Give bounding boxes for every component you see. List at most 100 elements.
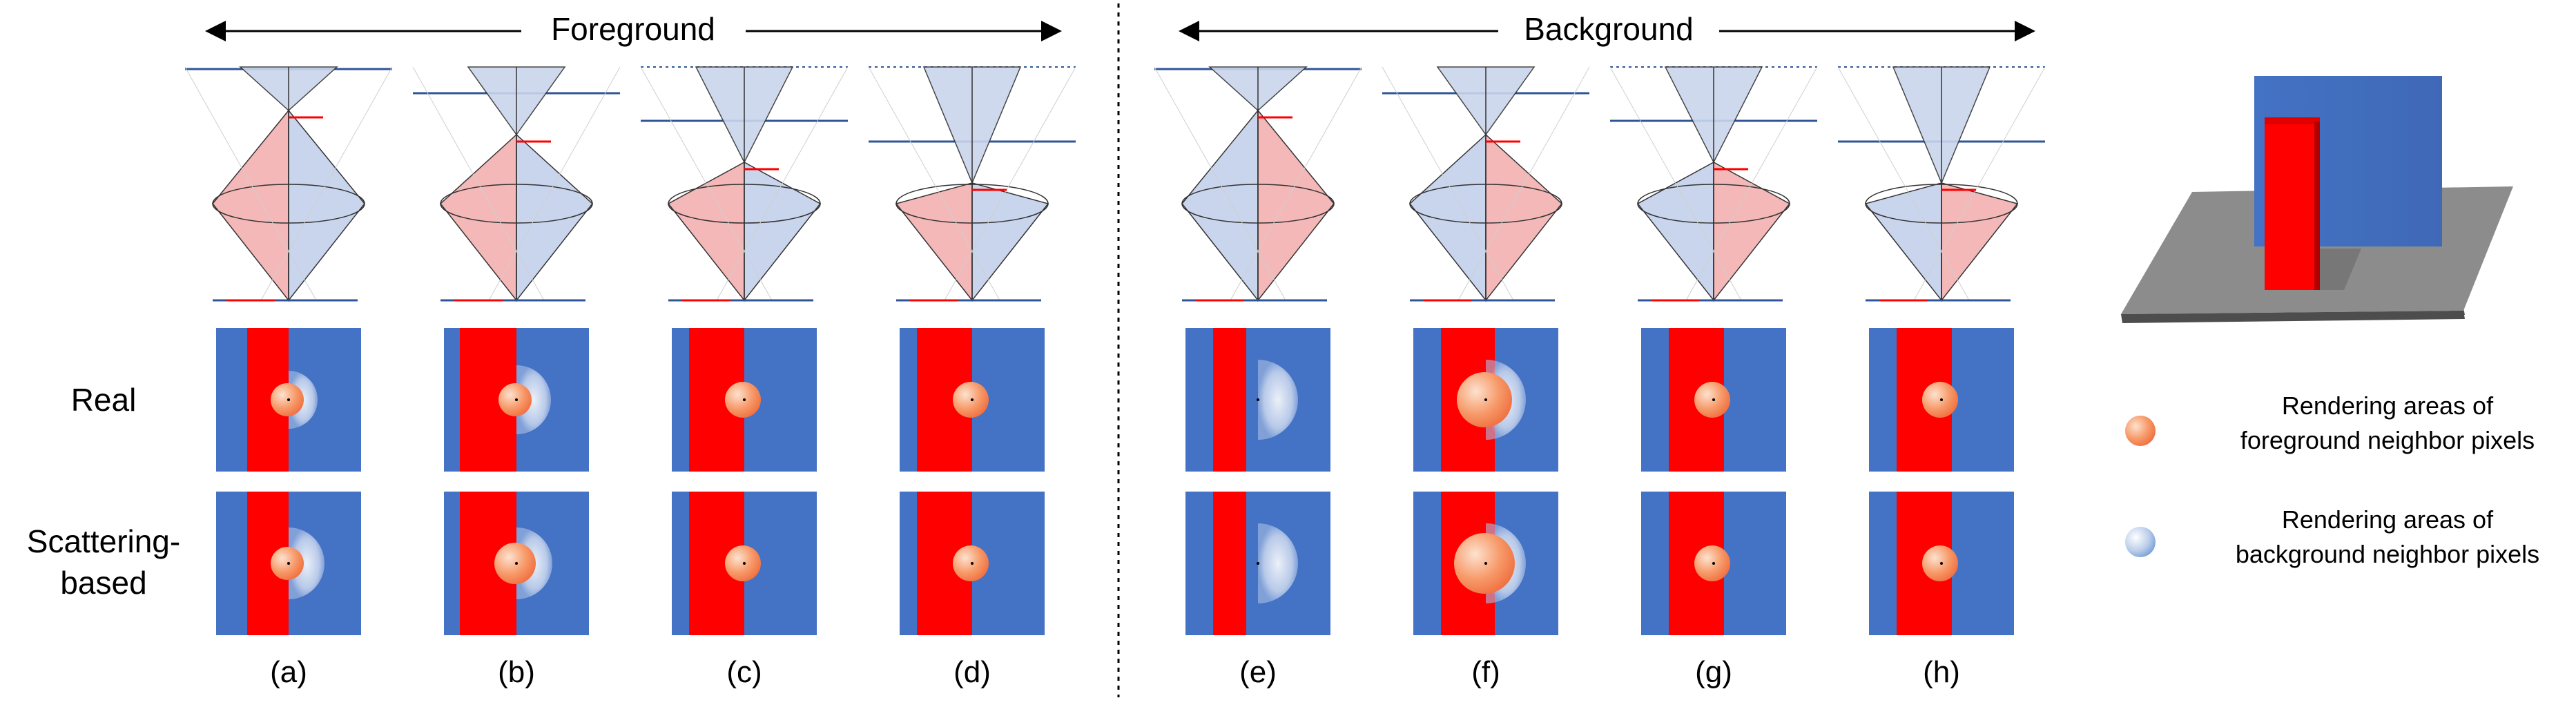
cone-right-half xyxy=(1941,182,2019,302)
scene-illustration xyxy=(2121,76,2513,323)
real-image xyxy=(1185,328,1330,472)
cone-diagram xyxy=(868,66,1076,302)
real-image xyxy=(672,328,817,472)
real-image xyxy=(1641,328,1786,472)
panel-label: (h) xyxy=(1923,655,1960,689)
real-image xyxy=(900,328,1045,472)
background-blur-disk xyxy=(516,365,551,434)
panel-g: (g) xyxy=(1609,66,1818,689)
cone-right-half xyxy=(516,133,594,302)
pixel-center xyxy=(1257,562,1259,565)
ray-line xyxy=(412,66,545,301)
scattering-image xyxy=(1869,492,2014,635)
legend-foreground-line2: foreground neighbor pixels xyxy=(2240,426,2535,454)
ray-line xyxy=(1230,66,1362,301)
scattering-image xyxy=(1185,492,1330,635)
panel-f: (f) xyxy=(1382,66,1590,689)
cone-left-half xyxy=(1408,133,1486,302)
background-blur-disk xyxy=(289,527,325,599)
panel-label: (a) xyxy=(270,655,307,689)
ray-line xyxy=(1609,66,1742,301)
ray-line xyxy=(1382,66,1514,301)
scattering-image xyxy=(1641,492,1786,635)
floor-edge xyxy=(2121,311,2465,323)
row-label-scattering-line1: Scattering- xyxy=(27,523,180,559)
cone-diagram xyxy=(1154,66,1362,302)
panel-c: (c) xyxy=(640,66,849,689)
cone-diagram xyxy=(1382,66,1590,302)
ray-line xyxy=(1154,66,1286,301)
pixel-center xyxy=(515,562,518,565)
cone-diagram xyxy=(640,66,849,302)
real-image xyxy=(1869,328,2014,472)
pixel-center xyxy=(287,398,290,401)
pixel-center xyxy=(743,398,746,401)
panel-label: (e) xyxy=(1239,655,1277,689)
legend-background-line1: Rendering areas of xyxy=(2282,505,2494,534)
ray-line xyxy=(944,66,1076,301)
background-title: Background xyxy=(1524,11,1694,47)
cone-left-half xyxy=(1864,182,1942,302)
pixel-center xyxy=(287,562,290,565)
panel-label: (g) xyxy=(1695,655,1732,689)
legend-background-line2: background neighbor pixels xyxy=(2236,540,2539,568)
legend-background-swatch xyxy=(2125,527,2156,557)
panel-label: (d) xyxy=(953,655,991,689)
pixel-center xyxy=(1484,562,1487,565)
cone-diagram xyxy=(412,66,621,302)
real-image xyxy=(1413,328,1558,472)
cone-right-half xyxy=(1485,133,1563,302)
pixel-center xyxy=(1484,398,1487,401)
ray-line xyxy=(184,66,317,301)
scattering-image xyxy=(672,492,817,635)
ray-line xyxy=(716,66,849,301)
ray-line xyxy=(1837,66,1970,301)
row-label-scattering-line2: based xyxy=(60,565,146,601)
ray-line xyxy=(868,66,1000,301)
legend: Rendering areas of foreground neighbor p… xyxy=(2125,391,2539,568)
cone-left-half xyxy=(439,133,517,302)
foreground-title: Foreground xyxy=(551,11,715,47)
panel-label: (f) xyxy=(1471,655,1500,689)
pixel-center xyxy=(1257,398,1259,401)
panel-e: (e) xyxy=(1154,66,1362,689)
pixel-center xyxy=(971,562,974,565)
pillar-side xyxy=(2314,122,2320,290)
row-label-real: Real xyxy=(71,382,137,418)
scattering-image xyxy=(900,492,1045,635)
foreground-stripe xyxy=(1213,328,1246,472)
cone-left-half xyxy=(895,182,973,302)
background-header: Background xyxy=(1179,11,2035,47)
pixel-center xyxy=(971,398,974,401)
panels: (a) (b) (c) (d) (e) (f) (g) (h) xyxy=(184,66,2046,689)
pixel-center xyxy=(743,562,746,565)
panel-label: (c) xyxy=(726,655,762,689)
panel-label: (b) xyxy=(498,655,535,689)
ray-line xyxy=(1685,66,1818,301)
legend-foreground-line1: Rendering areas of xyxy=(2282,391,2494,420)
background-blur-disk xyxy=(1258,360,1298,440)
scattering-image xyxy=(444,492,589,635)
foreground-pillar xyxy=(2265,119,2314,290)
pixel-center xyxy=(1940,562,1943,565)
foreground-stripe xyxy=(1213,492,1246,635)
scattering-image xyxy=(216,492,361,635)
cone-diagram xyxy=(1837,66,2046,302)
panel-a: (a) xyxy=(184,66,393,689)
scattering-image xyxy=(1413,492,1558,635)
real-image xyxy=(216,328,361,472)
ray-line xyxy=(1458,66,1590,301)
cone-diagram xyxy=(184,66,393,302)
pixel-center xyxy=(1940,398,1943,401)
pixel-center xyxy=(1712,398,1715,401)
panel-b: (b) xyxy=(412,66,621,689)
ray-line xyxy=(1913,66,2046,301)
pixel-center xyxy=(1712,562,1715,565)
cone-diagram xyxy=(1609,66,1818,302)
legend-foreground-swatch xyxy=(2125,416,2156,446)
pixel-center xyxy=(515,398,518,401)
panel-d: (d) xyxy=(868,66,1076,689)
ray-line xyxy=(640,66,773,301)
foreground-header: Foreground xyxy=(205,11,1062,47)
background-blur-disk xyxy=(1258,523,1298,603)
